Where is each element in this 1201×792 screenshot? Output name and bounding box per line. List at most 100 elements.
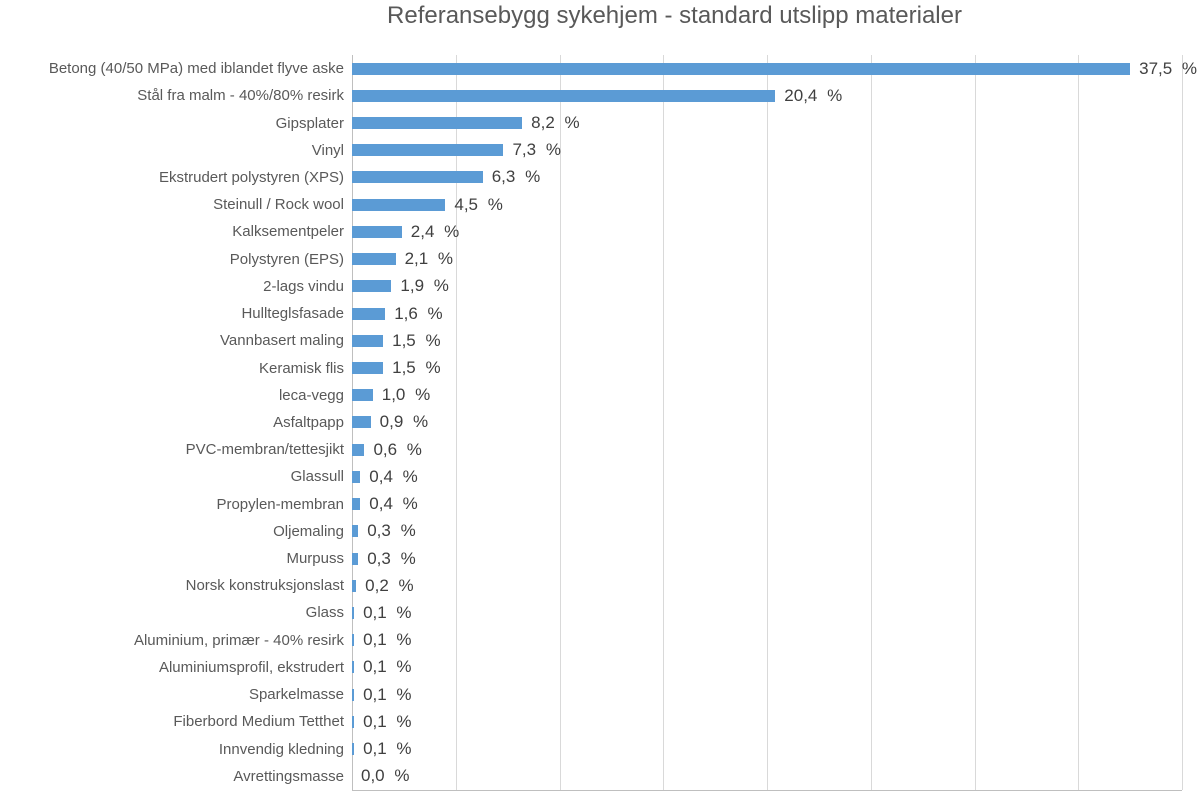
bar bbox=[352, 525, 359, 538]
value-label: 0,1 % bbox=[363, 602, 412, 622]
category-label: Polystyren (EPS) bbox=[229, 250, 344, 268]
bar bbox=[352, 334, 384, 347]
chart-row: Stål fra malm - 40%/80% resirk 20,4 % bbox=[0, 82, 1201, 109]
bar bbox=[352, 443, 365, 456]
value-label: 0,3 % bbox=[367, 548, 416, 568]
bar bbox=[352, 198, 446, 211]
chart-row: PVC-membran/tettesjikt 0,6 % bbox=[0, 436, 1201, 463]
bar bbox=[352, 634, 355, 647]
bar-track: 0,3 % bbox=[352, 545, 1201, 572]
bar bbox=[352, 416, 371, 429]
vertical-gridline bbox=[767, 55, 768, 790]
value-label: 0,0 % bbox=[361, 766, 410, 786]
value-label: 1,0 % bbox=[381, 385, 431, 405]
bar-track: 0,1 % bbox=[352, 708, 1201, 735]
bar bbox=[352, 470, 361, 483]
category-label: Steinull / Rock wool bbox=[213, 196, 344, 214]
bar-track: 0,1 % bbox=[352, 654, 1201, 681]
bar-track: 0,1 % bbox=[352, 681, 1201, 708]
chart-row: Steinull / Rock wool 4,5 % bbox=[0, 191, 1201, 218]
category-label: 2-lags vindu bbox=[263, 277, 344, 295]
chart-row: Keramisk flis 1,5 % bbox=[0, 354, 1201, 381]
value-label: 4,5 % bbox=[454, 194, 503, 214]
chart-row: Glassull 0,4 % bbox=[0, 463, 1201, 490]
chart-row: Norsk konstruksjonslast 0,2 % bbox=[0, 572, 1201, 599]
category-label: Vinyl bbox=[311, 141, 344, 159]
category-label: Avrettingsmasse bbox=[233, 767, 344, 785]
bar-track: 0,3 % bbox=[352, 518, 1201, 545]
bar bbox=[352, 225, 402, 238]
chart-row: Gipsplater 8,2 % bbox=[0, 109, 1201, 136]
value-label: 0,2 % bbox=[365, 575, 414, 595]
category-label: Innvendig kledning bbox=[218, 740, 344, 758]
value-label: 7,3 % bbox=[512, 140, 561, 160]
value-label: 37,5 % bbox=[1139, 58, 1198, 78]
bar bbox=[352, 498, 361, 511]
vertical-gridline bbox=[974, 55, 976, 790]
category-label: Ekstrudert polystyren (XPS) bbox=[158, 168, 344, 186]
value-label: 1,9 % bbox=[400, 276, 449, 296]
vertical-gridline bbox=[663, 55, 665, 790]
chart-row: Fiberbord Medium Tetthet 0,1 % bbox=[0, 708, 1201, 735]
category-label: Hullteglsfasade bbox=[241, 305, 344, 323]
chart-row: Glass 0,1 % bbox=[0, 599, 1201, 626]
bar-track: 0,1 % bbox=[352, 599, 1201, 626]
bar-track: 0,1 % bbox=[352, 627, 1201, 654]
bar-track: 4,5 % bbox=[352, 191, 1201, 218]
bar bbox=[352, 117, 523, 130]
bar bbox=[352, 715, 355, 728]
category-label: Aluminiumsprofil, ekstrudert bbox=[158, 658, 344, 676]
bar-track: 0,6 % bbox=[352, 436, 1201, 463]
category-label: PVC-membran/tettesjikt bbox=[185, 441, 344, 459]
category-label: Murpuss bbox=[286, 550, 344, 568]
bar-track: 2,1 % bbox=[352, 246, 1201, 273]
bar-track: 1,5 % bbox=[352, 327, 1201, 354]
bar-track: 0,9 % bbox=[352, 409, 1201, 436]
chart-title: Referansebygg sykehjem - standard utslip… bbox=[387, 2, 962, 29]
chart-row: Sparkelmasse 0,1 % bbox=[0, 681, 1201, 708]
bar-track: 1,6 % bbox=[352, 300, 1201, 327]
category-label: Fiberbord Medium Tetthet bbox=[173, 713, 344, 731]
chart-rows: Betong (40/50 MPa) med iblandet flyve as… bbox=[0, 55, 1201, 790]
value-label: 2,1 % bbox=[404, 249, 454, 269]
chart-row: Polystyren (EPS) 2,1 % bbox=[0, 246, 1201, 273]
value-label: 0,1 % bbox=[363, 684, 412, 704]
value-label: 2,4 % bbox=[410, 221, 460, 241]
bar bbox=[352, 389, 373, 402]
chart-row: 2-lags vindu 1,9 % bbox=[0, 273, 1201, 300]
category-label: Betong (40/50 MPa) med iblandet flyve as… bbox=[48, 60, 344, 78]
bar-track: 0,4 % bbox=[352, 491, 1201, 518]
chart-row: Avrettingsmasse 0,0 % bbox=[0, 763, 1201, 790]
bar-track: 8,2 % bbox=[352, 109, 1201, 136]
vertical-gridline bbox=[870, 55, 872, 790]
value-label: 20,4 % bbox=[784, 85, 843, 105]
value-label: 0,9 % bbox=[379, 412, 429, 432]
bar bbox=[352, 144, 504, 157]
bar bbox=[352, 171, 483, 184]
chart-row: Asfaltpapp 0,9 % bbox=[0, 409, 1201, 436]
value-label: 0,4 % bbox=[369, 466, 418, 486]
category-label: Vannbasert maling bbox=[220, 332, 344, 350]
value-label: 0,1 % bbox=[363, 657, 412, 677]
chart-row: Kalksementpeler 2,4 % bbox=[0, 218, 1201, 245]
chart-row: Aluminium, primær - 40% resirk 0,1 % bbox=[0, 627, 1201, 654]
bar-track: 1,5 % bbox=[352, 354, 1201, 381]
bar bbox=[352, 688, 355, 701]
value-label: 1,5 % bbox=[392, 330, 441, 350]
bar-track: 1,9 % bbox=[352, 273, 1201, 300]
value-label: 0,1 % bbox=[363, 739, 412, 759]
chart-row: Aluminiumsprofil, ekstrudert 0,1 % bbox=[0, 654, 1201, 681]
bar-track: 0,1 % bbox=[352, 735, 1201, 762]
bar bbox=[352, 552, 359, 565]
value-label: 8,2 % bbox=[531, 113, 580, 133]
vertical-gridline bbox=[559, 55, 561, 790]
value-label: 1,6 % bbox=[394, 303, 443, 323]
bar-track: 37,5 % bbox=[352, 55, 1201, 82]
bar-track: 0,4 % bbox=[352, 463, 1201, 490]
chart-row: Ekstrudert polystyren (XPS) 6,3 % bbox=[0, 164, 1201, 191]
bar bbox=[352, 253, 396, 266]
value-label: 0,1 % bbox=[363, 711, 412, 731]
value-label: 0,6 % bbox=[373, 439, 422, 459]
bar-track: 1,0 % bbox=[352, 382, 1201, 409]
